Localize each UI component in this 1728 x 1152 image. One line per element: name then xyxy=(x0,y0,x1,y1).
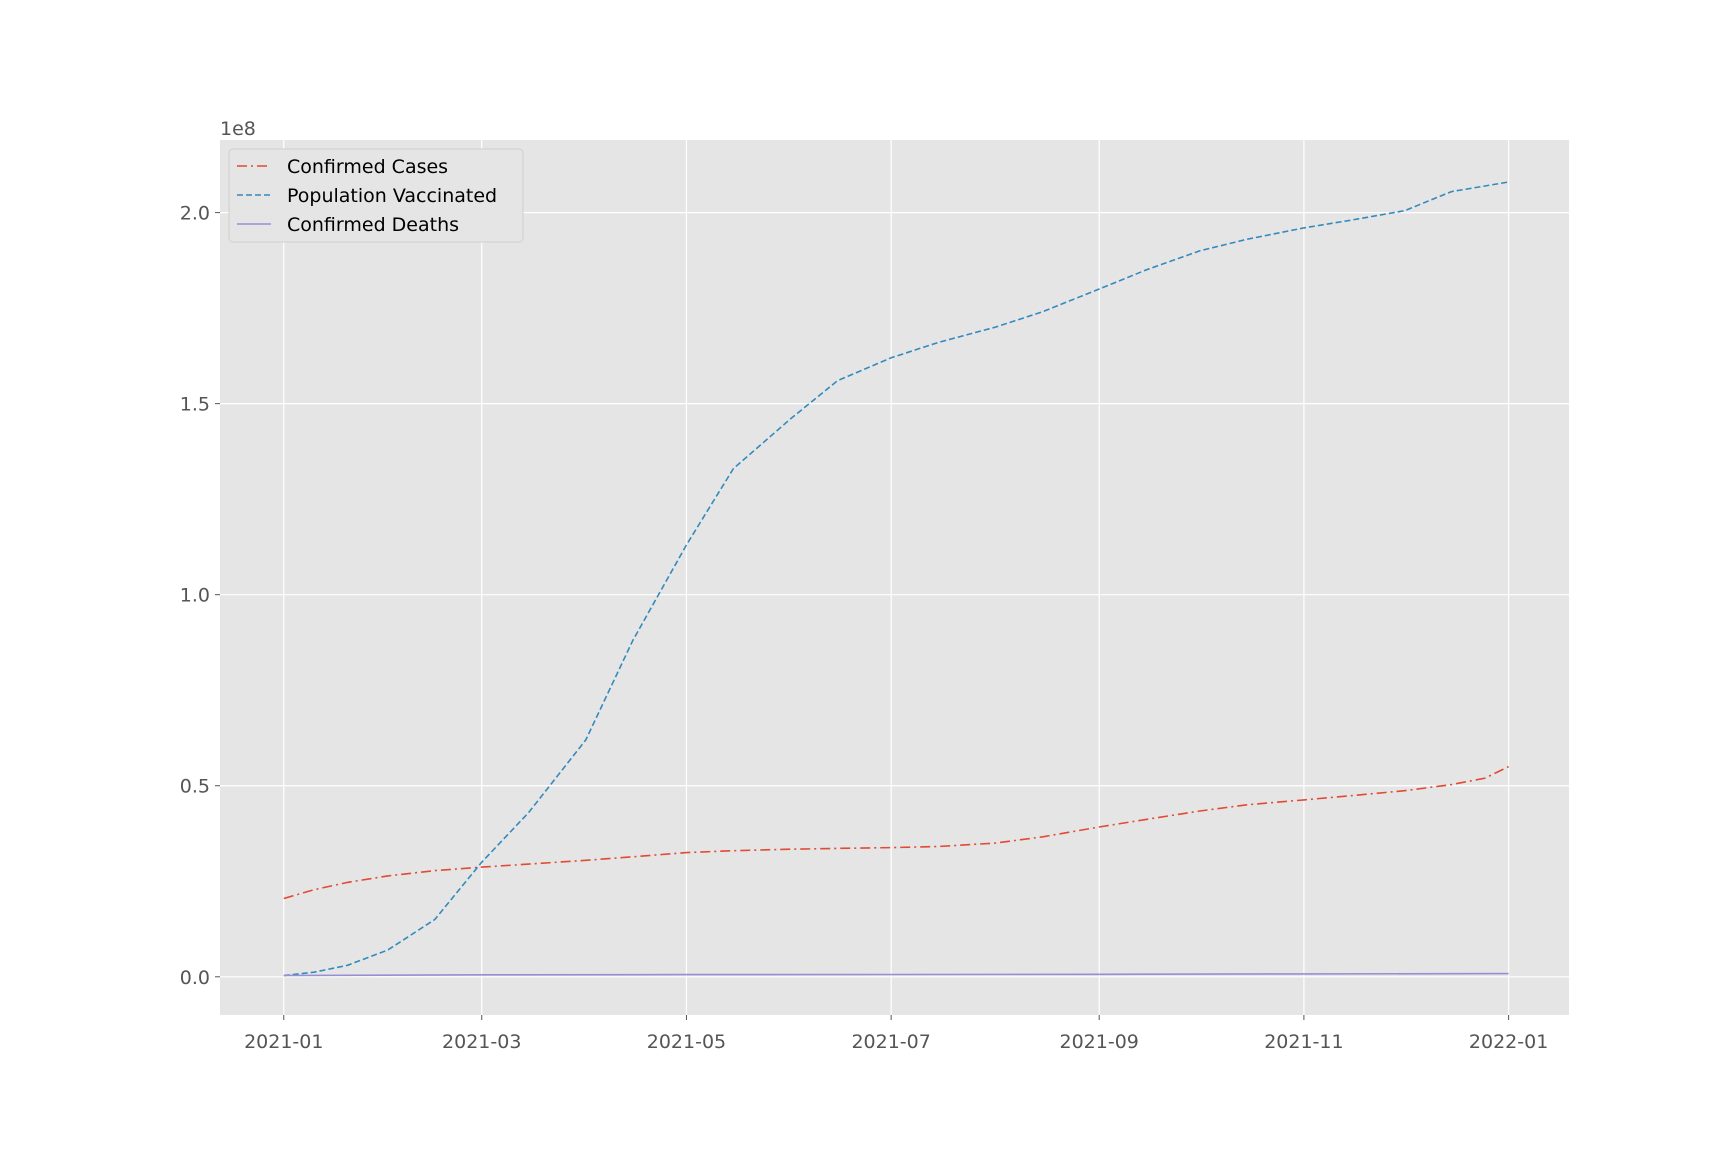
legend-label-1: Population Vaccinated xyxy=(287,185,497,207)
x-tick-label: 2021-11 xyxy=(1264,1031,1343,1053)
series-line-0 xyxy=(283,765,1509,900)
axes: 2021-01 2021-03 2021-05 2021-07 2021-09 2021-… xyxy=(180,203,1549,1053)
x-tick-label: 2021-07 xyxy=(851,1031,930,1053)
y-tick-label: 0.5 xyxy=(180,776,210,798)
legend: Confirmed Cases Population Vaccinated Conf… xyxy=(228,148,524,243)
series-line-1 xyxy=(283,181,1509,977)
x-tick-label: 2022-01 xyxy=(1469,1031,1548,1053)
series-lines xyxy=(283,181,1509,977)
legend-label-0: Confirmed Cases xyxy=(287,156,448,178)
plot-area xyxy=(220,140,1569,1015)
y-tick-label: 2.0 xyxy=(180,203,210,225)
y-tick-label: 1.0 xyxy=(180,585,210,607)
x-tick-label: 2021-09 xyxy=(1060,1031,1139,1053)
legend-box xyxy=(228,148,524,243)
x-tick-label: 2021-05 xyxy=(647,1031,726,1053)
x-tick-label: 2021-01 xyxy=(244,1031,323,1053)
x-tick-label: 2021-03 xyxy=(442,1031,521,1053)
y-tick-label: 1.5 xyxy=(180,394,210,416)
y-axis-offset-label: 1e8 xyxy=(220,118,256,140)
legend-label-2: Confirmed Deaths xyxy=(287,214,459,236)
series-line-2 xyxy=(283,972,1509,977)
y-tick-label: 0.0 xyxy=(180,967,210,989)
